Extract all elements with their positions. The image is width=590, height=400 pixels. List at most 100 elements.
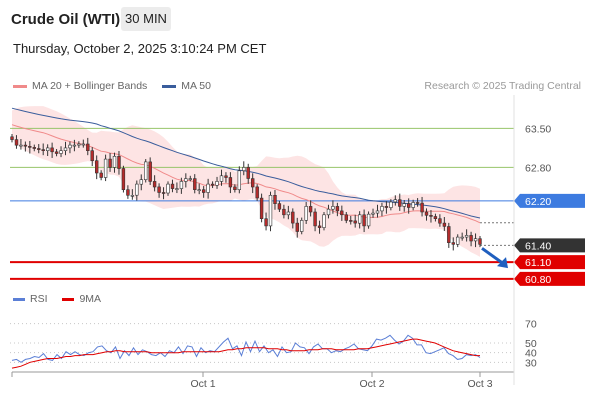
candle-body (135, 183, 139, 196)
candle-body (291, 211, 295, 224)
x-tick-label: Oct 1 (190, 378, 215, 390)
candle-body (478, 238, 482, 245)
candle-body (202, 189, 206, 193)
candle-body (117, 156, 121, 169)
chart-timestamp: Thursday, October 2, 2025 3:10:24 PM CET (13, 41, 267, 56)
candle-body (308, 206, 313, 213)
legend-ma9: 9MA (62, 293, 101, 305)
candle-body (130, 195, 135, 197)
candle-body (99, 172, 103, 178)
support-label: 60.80 (525, 274, 551, 286)
candle-body (277, 203, 282, 210)
candle-body (322, 214, 326, 228)
pivot-label: 62.20 (525, 196, 551, 208)
candle-body (420, 202, 424, 213)
rsi-tick-label: 70 (525, 319, 537, 331)
candle-body (371, 212, 375, 215)
candle-body (259, 197, 264, 220)
candle-body (179, 181, 184, 189)
candle-body (273, 195, 277, 205)
candle-body (19, 144, 23, 147)
candle-body (197, 189, 201, 191)
candle-body (112, 156, 117, 168)
candle-body (121, 168, 126, 191)
candle-body (161, 192, 166, 194)
candle-body (464, 235, 469, 238)
candle-body (184, 178, 188, 182)
candles (10, 134, 482, 251)
candle-body (28, 146, 32, 148)
pivot-tag (514, 193, 585, 208)
candle-body (451, 242, 455, 245)
candle-body (344, 214, 348, 221)
ma20-swatch (13, 84, 27, 88)
candle-body (108, 158, 112, 168)
legend-ma9-label: 9MA (79, 293, 102, 305)
candle-body (295, 222, 299, 232)
candle-body (50, 147, 54, 153)
x-axis: Oct 1 Oct 2 Oct 3 (11, 95, 515, 390)
level-labels: 63.50 62.80 62.20 61.40 61.10 60.80 (514, 123, 585, 286)
instrument-title: Crude Oil (WTI) (11, 11, 121, 28)
candle-body (282, 208, 286, 216)
last-price-tag (514, 238, 585, 253)
candle-body (59, 150, 63, 154)
candle-body (32, 147, 37, 149)
resistance-label: 62.80 (525, 162, 551, 174)
candle-body (126, 189, 130, 196)
candle-body (268, 195, 273, 227)
candle-body (326, 208, 331, 216)
candle-body (438, 218, 442, 224)
x-tick-label: Oct 2 (359, 378, 384, 390)
candle-body (442, 222, 447, 227)
legend-ma20-label: MA 20 + Bollinger Bands (32, 80, 148, 92)
candle-body (433, 216, 438, 220)
candle-body (375, 210, 380, 214)
ma50-polyline (11, 107, 481, 219)
candle-body (139, 179, 143, 185)
candle-body (206, 183, 210, 193)
candle-body (63, 147, 68, 151)
research-credit: Research © 2025 Trading Central (424, 80, 581, 92)
candle-body (411, 202, 415, 208)
candle-body (10, 136, 14, 140)
timeframe-button[interactable]: 30 MIN (121, 7, 171, 31)
candle-body (219, 175, 224, 182)
candle-body (103, 158, 108, 178)
candle-body (331, 206, 335, 210)
candle-body (95, 160, 99, 174)
last-price-label: 61.40 (525, 240, 551, 252)
candle-body (228, 177, 233, 188)
candle-body (175, 188, 179, 190)
candle-body (193, 178, 197, 191)
legend-ma20: MA 20 + Bollinger Bands (13, 80, 147, 92)
candle-body (77, 143, 81, 146)
rsi-legend: RSI 9MA (13, 293, 101, 305)
candle-body (335, 206, 340, 212)
candle-body (68, 144, 72, 149)
candle-body (455, 236, 460, 245)
candle-body (148, 161, 152, 182)
candle-body (469, 235, 473, 242)
candle-body (286, 211, 291, 216)
legend-ma50: MA 50 (162, 80, 211, 92)
candle-body (215, 181, 219, 186)
candle-body (424, 211, 429, 216)
ma9-swatch (62, 297, 75, 301)
candle-body (144, 161, 148, 180)
support-tag (514, 271, 585, 286)
candle-body (398, 199, 402, 207)
candle-body (157, 186, 161, 193)
rsi-polyline (11, 334, 481, 363)
candle-body (166, 183, 170, 194)
resistance-label: 63.50 (525, 123, 551, 135)
candle-body (473, 238, 478, 242)
ma50-line (11, 107, 481, 219)
candle-body (170, 183, 175, 189)
ma20-polyline (11, 124, 481, 224)
candle-body (460, 236, 464, 239)
candle-body (380, 206, 384, 212)
candle-body (54, 151, 59, 154)
x-tick-label: Oct 3 (467, 378, 492, 390)
